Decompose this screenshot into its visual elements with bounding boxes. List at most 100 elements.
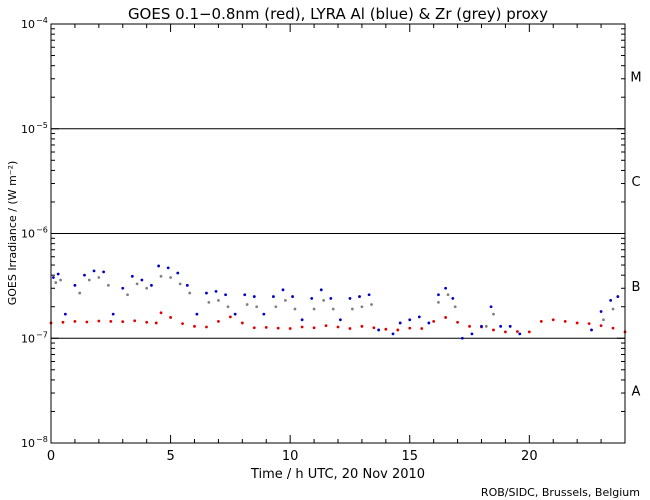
- data-point: [367, 293, 371, 297]
- chart-title: GOES 0.1−0.8nm (red), LYRA Al (blue) & Z…: [128, 5, 548, 23]
- data-point: [291, 295, 294, 298]
- data-point: [331, 307, 335, 311]
- data-point: [154, 321, 158, 325]
- data-point: [226, 305, 230, 309]
- data-point: [563, 319, 567, 323]
- y-tick-label: 10: [21, 123, 35, 136]
- data-point: [444, 286, 448, 290]
- data-point: [281, 288, 285, 292]
- data-point: [233, 312, 237, 316]
- data-point: [504, 330, 507, 334]
- data-point: [396, 328, 400, 332]
- data-point: [370, 303, 373, 306]
- data-point: [145, 320, 149, 324]
- data-point: [420, 327, 424, 330]
- x-axis-ticks: 0 5 10 15 20: [47, 24, 626, 464]
- data-point: [288, 327, 292, 330]
- data-point: [145, 286, 149, 290]
- y-tick-label: 10: [21, 437, 35, 450]
- y-axis-ticks: 10−810−710−610−510−4: [21, 16, 625, 450]
- data-point: [372, 326, 376, 330]
- flare-class-label: B: [632, 280, 641, 295]
- data-point: [205, 325, 208, 329]
- data-point: [111, 312, 115, 316]
- y-axis-label: GOES Irradiance / (W m⁻²): [6, 161, 19, 306]
- data-point: [539, 319, 543, 323]
- data-point: [178, 282, 182, 286]
- data-point: [87, 278, 91, 282]
- data-point: [274, 305, 278, 309]
- data-point: [338, 318, 342, 322]
- data-point: [329, 297, 333, 300]
- data-point: [408, 326, 412, 330]
- data-point: [484, 324, 488, 328]
- data-series-layer: [49, 264, 627, 340]
- data-point: [599, 324, 603, 328]
- data-point: [599, 310, 603, 313]
- flare-class-label: M: [630, 70, 641, 85]
- data-point: [470, 332, 474, 336]
- data-point: [480, 324, 483, 328]
- data-point: [508, 324, 512, 328]
- data-point: [240, 321, 244, 325]
- data-point: [126, 293, 129, 297]
- data-point: [499, 324, 503, 328]
- x-tick-label: 20: [521, 449, 538, 464]
- data-point: [262, 312, 266, 316]
- data-point: [252, 326, 256, 330]
- data-point: [159, 274, 163, 278]
- data-point: [181, 322, 184, 325]
- data-point: [130, 274, 134, 278]
- data-point: [408, 318, 412, 322]
- data-point: [245, 303, 249, 306]
- data-point: [456, 320, 459, 324]
- data-point: [217, 319, 220, 323]
- data-point: [59, 278, 62, 282]
- data-point: [188, 291, 192, 295]
- data-point: [276, 326, 280, 330]
- y-tick-label: 10: [21, 228, 35, 241]
- data-point: [207, 300, 211, 304]
- data-point: [324, 324, 328, 328]
- data-point: [453, 305, 457, 309]
- data-point: [348, 327, 352, 330]
- data-point: [252, 295, 256, 298]
- data-point: [205, 291, 208, 295]
- x-tick-label: 0: [47, 449, 55, 464]
- data-point: [51, 276, 55, 279]
- data-point: [312, 307, 316, 311]
- data-point: [437, 293, 440, 297]
- data-point: [377, 328, 381, 332]
- data-point: [492, 312, 495, 316]
- data-point: [228, 315, 232, 319]
- data-point: [264, 325, 268, 329]
- data-point: [319, 288, 323, 292]
- data-point: [336, 325, 340, 329]
- data-point: [575, 321, 579, 325]
- flare-class-labels: A B C M: [630, 70, 641, 399]
- data-point: [348, 297, 352, 300]
- data-point: [391, 332, 395, 336]
- data-point: [121, 286, 125, 290]
- x-tick-label: 5: [166, 449, 174, 464]
- data-point: [609, 298, 613, 302]
- data-point: [166, 266, 170, 270]
- data-point: [255, 305, 259, 309]
- data-point: [515, 330, 519, 333]
- data-point: [358, 295, 361, 298]
- credit-text: ROB/SIDC, Brussels, Belgium: [481, 486, 640, 499]
- data-point: [92, 269, 96, 273]
- data-point: [300, 325, 304, 329]
- data-point: [300, 318, 304, 322]
- data-point: [83, 273, 86, 277]
- data-point: [133, 319, 137, 323]
- data-point: [54, 281, 58, 284]
- data-point: [109, 319, 113, 323]
- data-point: [78, 291, 82, 295]
- data-point: [61, 320, 65, 324]
- data-point: [73, 283, 77, 287]
- data-point: [312, 326, 316, 330]
- flare-class-threshold-lines: [51, 128, 625, 339]
- y-tick-exponent: −8: [36, 435, 48, 444]
- data-point: [224, 293, 227, 297]
